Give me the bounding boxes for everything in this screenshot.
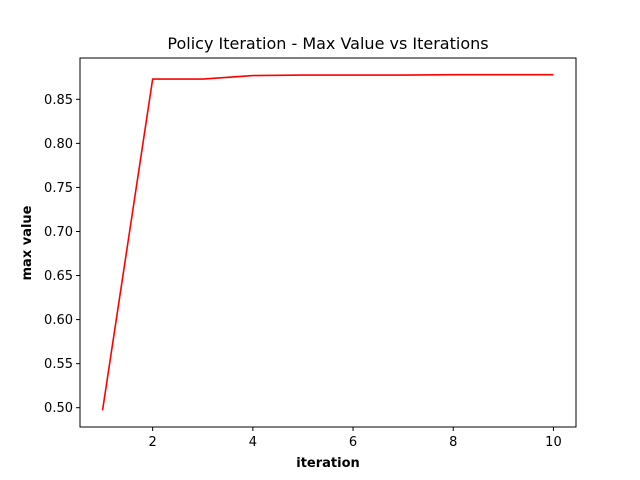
y-tick-label: 0.50	[44, 401, 73, 416]
y-axis-label: max value	[20, 205, 35, 280]
x-tick-label: 4	[249, 435, 257, 450]
series-line	[101, 73, 554, 411]
y-tick-label: 0.60	[44, 313, 73, 328]
chart-title: Policy Iteration - Max Value vs Iteratio…	[167, 34, 488, 53]
y-axis: 0.50 0.55 0.60 0.65 0.70 0.75 0.80 0.85	[44, 93, 80, 416]
y-tick-label: 0.85	[44, 93, 73, 108]
plot-area	[79, 57, 577, 428]
x-tick-label: 2	[149, 435, 157, 450]
series-layer	[101, 73, 554, 411]
x-axis: 2 4 6 8 10	[149, 427, 562, 450]
x-tick-label: 8	[449, 435, 457, 450]
y-tick-label: 0.55	[44, 357, 73, 372]
x-tick-label: 6	[349, 435, 357, 450]
y-tick-label: 0.65	[44, 269, 73, 284]
y-tick-label: 0.70	[44, 225, 73, 240]
x-axis-label: iteration	[296, 456, 360, 471]
y-tick-label: 0.75	[44, 181, 73, 196]
x-tick-label: 10	[545, 435, 562, 450]
y-tick-label: 0.80	[44, 137, 73, 152]
